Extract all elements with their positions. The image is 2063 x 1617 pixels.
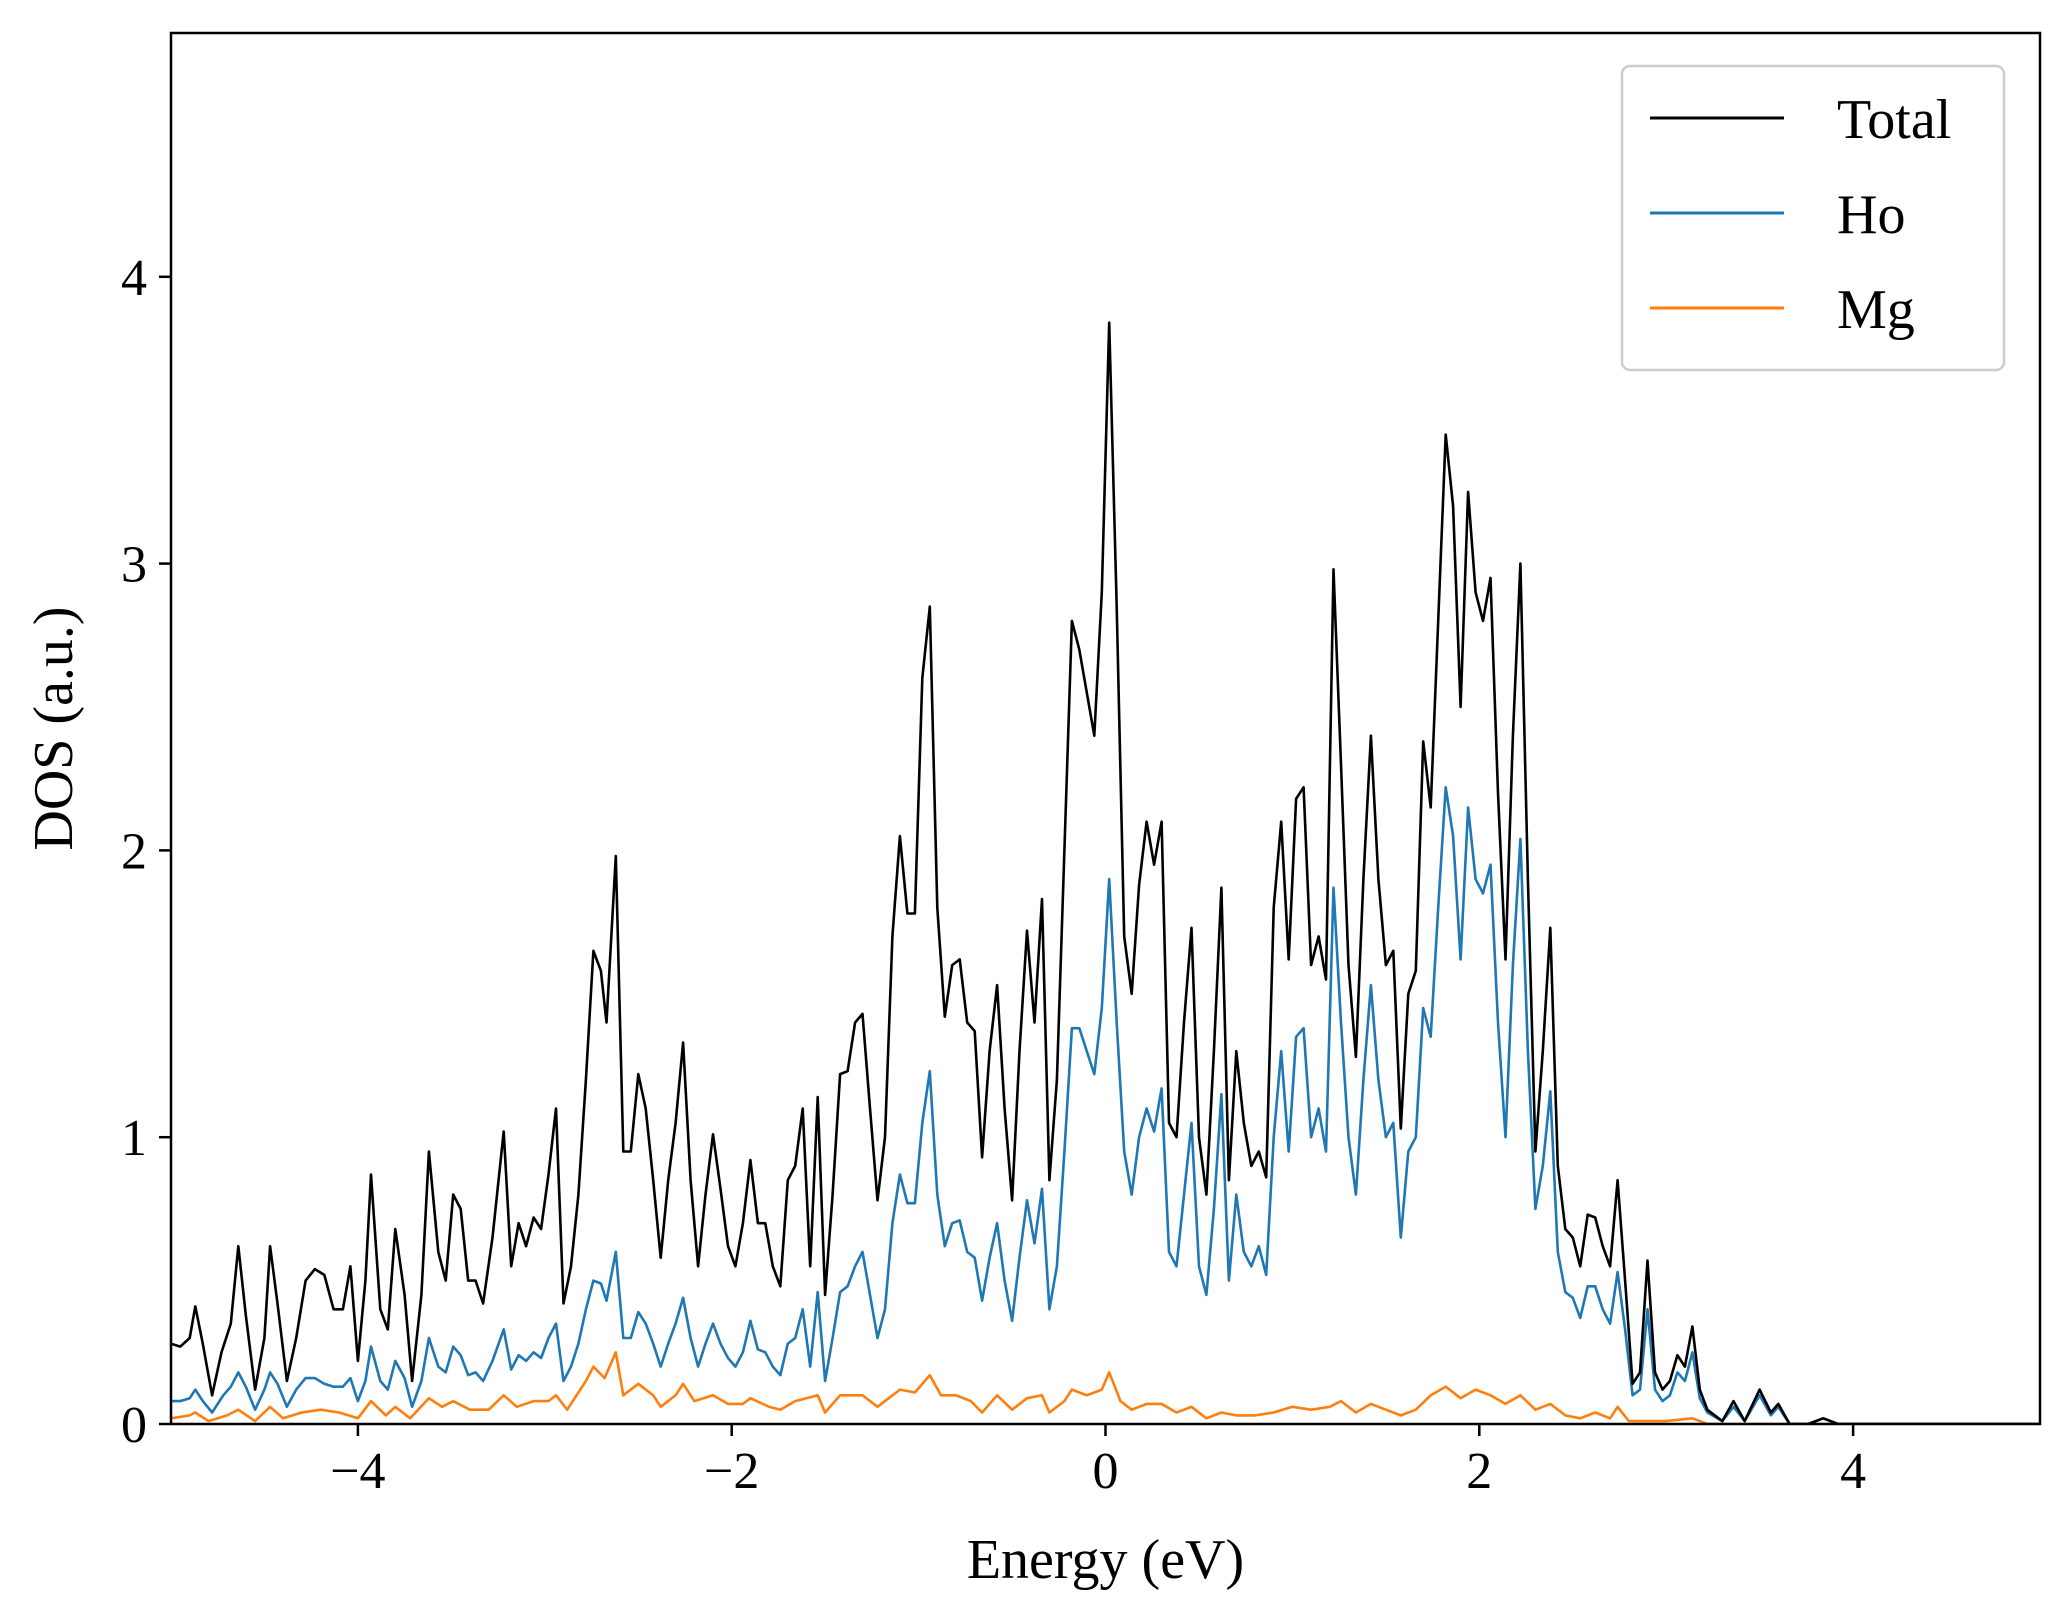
- y-tick-label: 1: [121, 1110, 147, 1167]
- series-line-ho: [171, 786, 2040, 1424]
- y-tick-label: 4: [121, 250, 147, 307]
- legend: Total Ho Mg: [1620, 64, 2006, 372]
- y-axis: 0 1 2 3 4: [121, 250, 171, 1454]
- series-line-mg: [171, 1351, 2040, 1424]
- series-line-total: [171, 321, 2040, 1424]
- y-tick-label: 3: [121, 537, 147, 594]
- x-tick-label: 0: [1093, 1443, 1119, 1500]
- series-layer: [171, 321, 2040, 1424]
- x-axis: −4 −2 0 2 4: [330, 1424, 1866, 1500]
- x-tick-label: 4: [1840, 1443, 1866, 1500]
- y-tick-label: 0: [121, 1397, 147, 1454]
- x-tick-label: −2: [704, 1443, 759, 1500]
- legend-box: [1620, 64, 2006, 372]
- x-tick-label: 2: [1466, 1443, 1492, 1500]
- legend-label-ho: Ho: [1837, 184, 1905, 246]
- legend-label-total: Total: [1837, 89, 1951, 151]
- x-tick-label: −4: [330, 1443, 385, 1500]
- y-axis-title: DOS (a.u.): [23, 606, 85, 850]
- legend-label-mg: Mg: [1837, 279, 1915, 341]
- y-tick-label: 2: [121, 823, 147, 880]
- x-axis-title: Energy (eV): [967, 1529, 1244, 1591]
